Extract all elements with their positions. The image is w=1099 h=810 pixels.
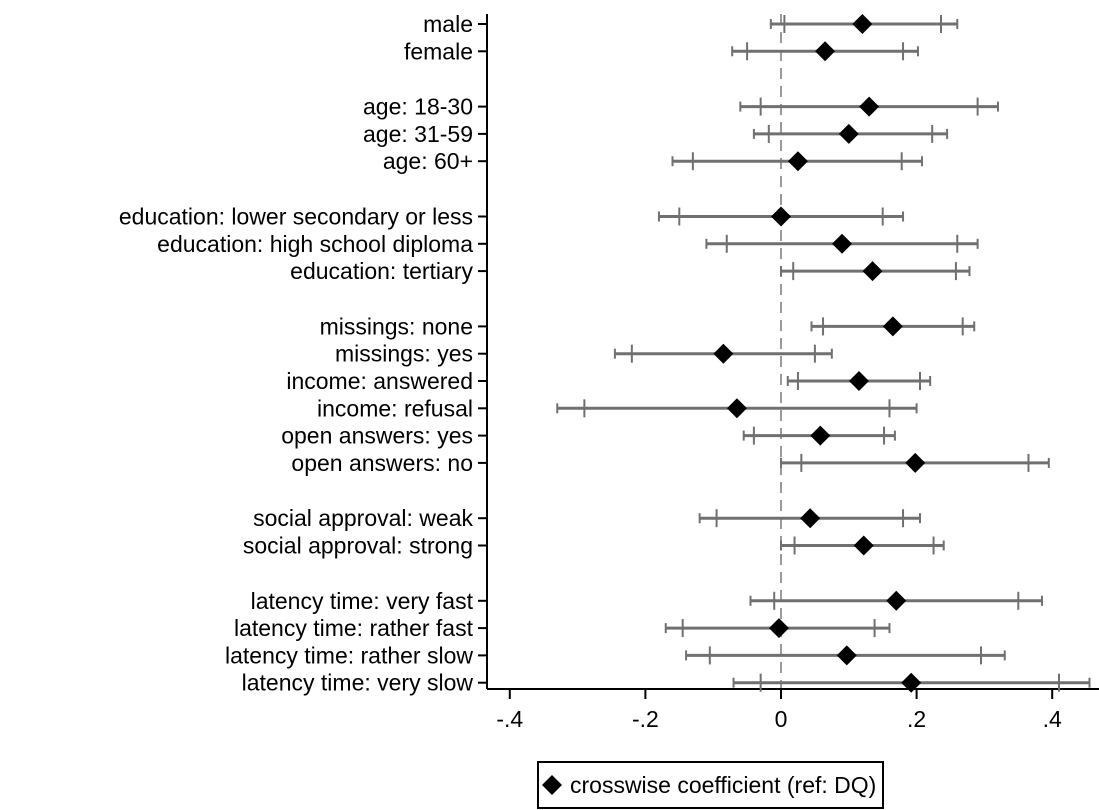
y-tick-label: male [423,11,473,37]
coefficient-marker [787,151,808,172]
coefficient-marker [836,645,857,666]
y-tick-label: latency time: rather slow [225,642,473,668]
y-tick-label: female [404,38,473,64]
y-tick-label: education: high school diploma [157,231,473,257]
x-tick-label: -.2 [632,706,659,732]
coefficient-marker [726,398,747,419]
y-tick-label: latency time: very slow [242,670,474,696]
legend-diamond-marker [542,775,562,795]
coefficient-marker [810,425,831,446]
coefficient-marker [882,316,903,337]
coefficient-marker [905,452,926,473]
legend: crosswise coefficient (ref: DQ) [537,761,884,809]
x-tick-label: .4 [1043,706,1062,732]
coefficient-marker [852,14,873,34]
y-tick-label: income: refusal [317,395,473,421]
y-tick-label: open answers: no [291,450,473,476]
coefficient-marker [768,618,789,639]
x-tick-label: .2 [907,706,926,732]
coefficient-marks [556,14,1091,693]
coefficient-marker [832,233,853,254]
y-tick-label: education: tertiary [290,258,473,284]
y-tick-label: education: lower secondary or less [119,204,473,230]
coefficient-marker [771,206,791,227]
y-tick-label: open answers: yes [281,423,473,449]
y-tick-label: age: 31-59 [363,121,473,147]
y-tick-label: missings: yes [335,341,473,367]
coefficient-marker [901,672,922,693]
coefficient-marker [886,590,907,611]
coefficient-marker [800,508,821,529]
y-tick-label: latency time: very fast [251,588,474,614]
y-tick-label: social approval: strong [243,533,473,559]
legend-label: crosswise coefficient (ref: DQ) [570,772,876,798]
coefficient-marker [838,123,859,144]
coefficient-marker [815,41,836,62]
y-tick-label: social approval: weak [253,505,473,531]
legend-box [537,761,884,809]
coefficient-marker [713,343,734,364]
coefficient-marker [853,535,874,556]
y-tick-label: income: answered [286,368,473,394]
coefficient-marker [848,371,869,391]
coefficient-marker [859,96,880,117]
coefficient-marker [862,261,883,282]
y-tick-label: missings: none [320,313,473,339]
y-tick-label: age: 18-30 [363,94,473,120]
y-tick-label: latency time: rather fast [234,615,474,641]
x-tick-label: -.4 [496,706,523,732]
x-tick-label: 0 [775,706,788,732]
x-tick-labels: -.4 -.2 0 .2 .4 [496,689,1062,732]
axes [486,14,1099,690]
y-tick-label: age: 60+ [383,148,473,174]
